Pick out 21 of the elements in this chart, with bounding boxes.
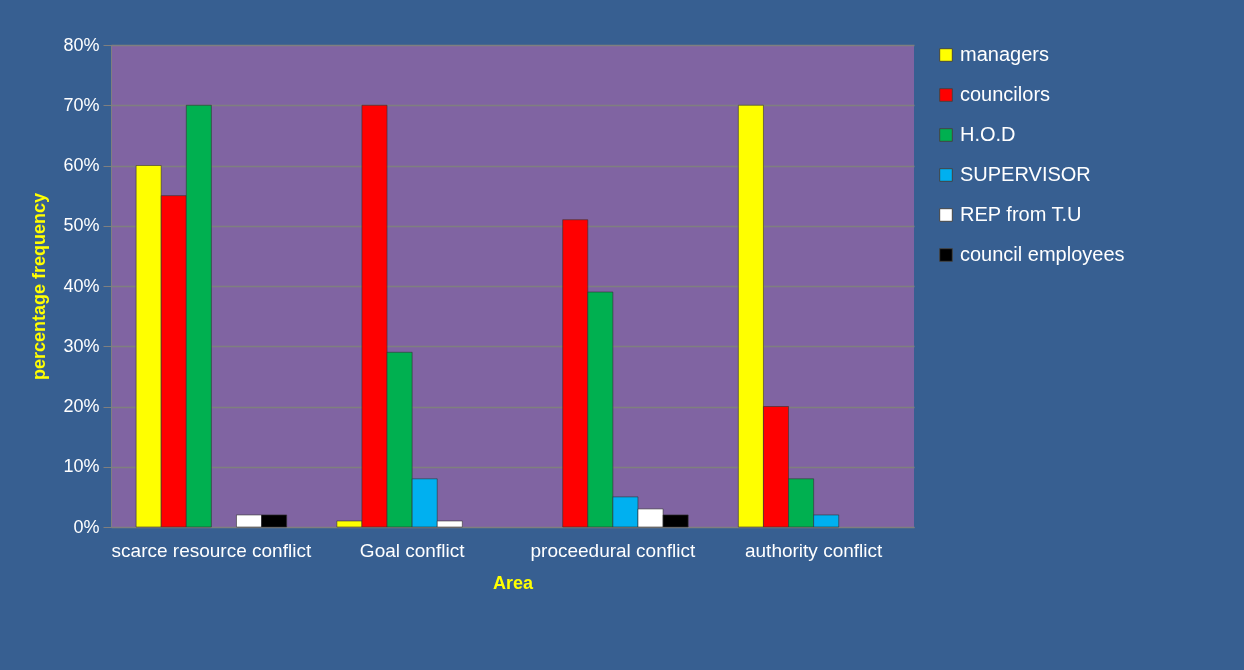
y-tick-label: 40%: [63, 275, 100, 296]
y-tick-label: 30%: [63, 335, 100, 356]
legend-label: councilors: [960, 83, 1051, 105]
legend-label: H.O.D: [960, 123, 1016, 145]
y-tick-label: 0%: [73, 516, 100, 537]
legend-label: council employees: [960, 243, 1125, 265]
x-axis-title: Area: [492, 572, 534, 593]
y-tick-label: 70%: [63, 94, 100, 115]
legend-label: managers: [960, 43, 1049, 65]
x-tick-label: authority conflict: [744, 539, 883, 561]
y-axis-title: percentage frequency: [29, 192, 50, 381]
y-tick-label: 10%: [63, 456, 100, 477]
legend-label: SUPERVISOR: [960, 163, 1091, 185]
y-tick-label: 80%: [63, 34, 100, 55]
x-tick-label: Goal conflict: [359, 539, 466, 561]
x-tick-label: scarce resource conflict: [111, 539, 312, 561]
y-tick-label: 50%: [63, 215, 100, 236]
x-tick-label: proceedural conflict: [530, 539, 696, 561]
y-tick-label: 20%: [63, 396, 100, 416]
y-tick-label: 60%: [63, 155, 100, 175]
legend-label: REP from T.U: [960, 203, 1082, 225]
